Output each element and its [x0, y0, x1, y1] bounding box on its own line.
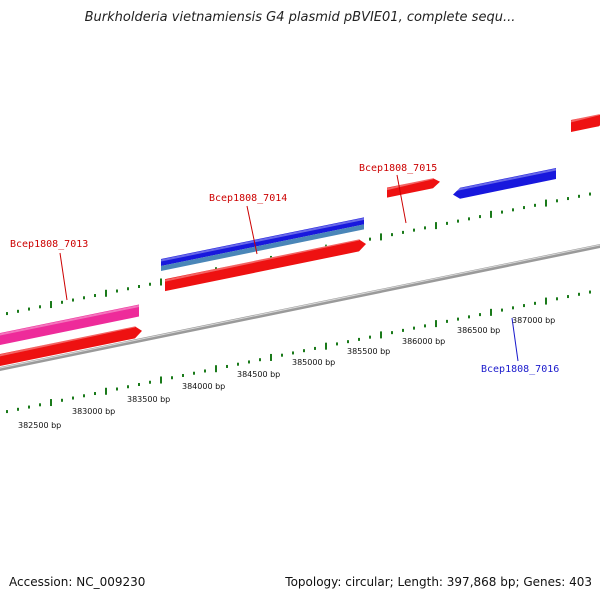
gene-bcep1808-7014-shadow	[161, 224, 364, 271]
gene-label-bcep1808-7015: Bcep1808_7015	[359, 163, 437, 174]
gene-offscreen-right	[570, 113, 600, 132]
leader-bcep1808-7016	[511, 317, 519, 362]
tick-row-upper	[6, 192, 591, 316]
leader-bcep1808-7015	[396, 174, 407, 224]
scale-label: 383000 bp	[72, 407, 115, 416]
gene-bcep1808-7014-upper-highlight	[160, 217, 365, 262]
sequence-backbone	[0, 243, 600, 372]
gene-bcep1808-7016-body	[453, 168, 556, 199]
scale-label: 385500 bp	[347, 347, 390, 356]
gene-bcep1808-7013-upper-highlight	[0, 305, 140, 336]
gene-bcep1808-7013-lower	[0, 325, 142, 366]
gene-offscreen-right-highlight	[570, 113, 600, 123]
topology-label: Topology: circular; Length: 397,868 bp; …	[285, 575, 592, 589]
gene-offscreen-right-body	[571, 114, 600, 132]
gene-bcep1808-7015	[386, 177, 440, 198]
scale-label: 384000 bp	[182, 382, 225, 391]
leader-bcep1808-7014	[246, 205, 258, 255]
scale-label: 382500 bp	[18, 421, 61, 430]
gene-bcep1808-7014-shadow-body	[161, 224, 364, 271]
backbone-line	[0, 243, 600, 372]
gene-bcep1808-7013-upper-body	[0, 304, 139, 345]
gene-label-bcep1808-7014: Bcep1808_7014	[209, 193, 287, 204]
gene-labels: Bcep1808_7013 Bcep1808_7014 Bcep1808_7015 B…	[10, 163, 559, 375]
leader-bcep1808-7013	[59, 252, 68, 301]
scale-label: 383500 bp	[127, 395, 170, 404]
scale-labels: 382500 bp 383000 bp 383500 bp 384000 bp 3845…	[18, 316, 555, 430]
gene-label-bcep1808-7013: Bcep1808_7013	[10, 239, 88, 250]
backbone-highlight	[0, 244, 600, 369]
tick-row-lower	[6, 290, 591, 414]
gene-bcep1808-7014-lower	[164, 238, 366, 292]
gene-bcep1808-7013-upper	[0, 304, 140, 345]
scale-label: 385000 bp	[292, 358, 335, 367]
gene-bcep1808-7013-lower-highlight	[0, 325, 136, 357]
gene-label-bcep1808-7016: Bcep1808_7016	[481, 364, 559, 375]
gene-bcep1808-7014-upper-body	[161, 217, 364, 266]
gene-bcep1808-7014-lower-body	[165, 239, 366, 292]
scale-label: 386000 bp	[402, 337, 445, 346]
sequence-title: Burkholderia vietnamiensis G4 plasmid pB…	[84, 10, 516, 25]
scale-label: 384500 bp	[237, 370, 280, 379]
scale-label: 387000 bp	[512, 316, 555, 325]
gene-bcep1808-7016-highlight	[452, 168, 557, 192]
gene-bcep1808-7016	[452, 168, 557, 199]
gene-features	[0, 113, 600, 366]
label-leader-lines	[59, 174, 519, 362]
gene-bcep1808-7014-lower-highlight	[164, 238, 360, 282]
accession-label: Accession: NC_009230	[9, 575, 146, 589]
scale-label: 386500 bp	[457, 326, 500, 335]
gene-bcep1808-7015-highlight	[386, 177, 434, 191]
gene-bcep1808-7014-upper	[160, 217, 365, 266]
gene-bcep1808-7013-lower-body	[0, 326, 142, 366]
